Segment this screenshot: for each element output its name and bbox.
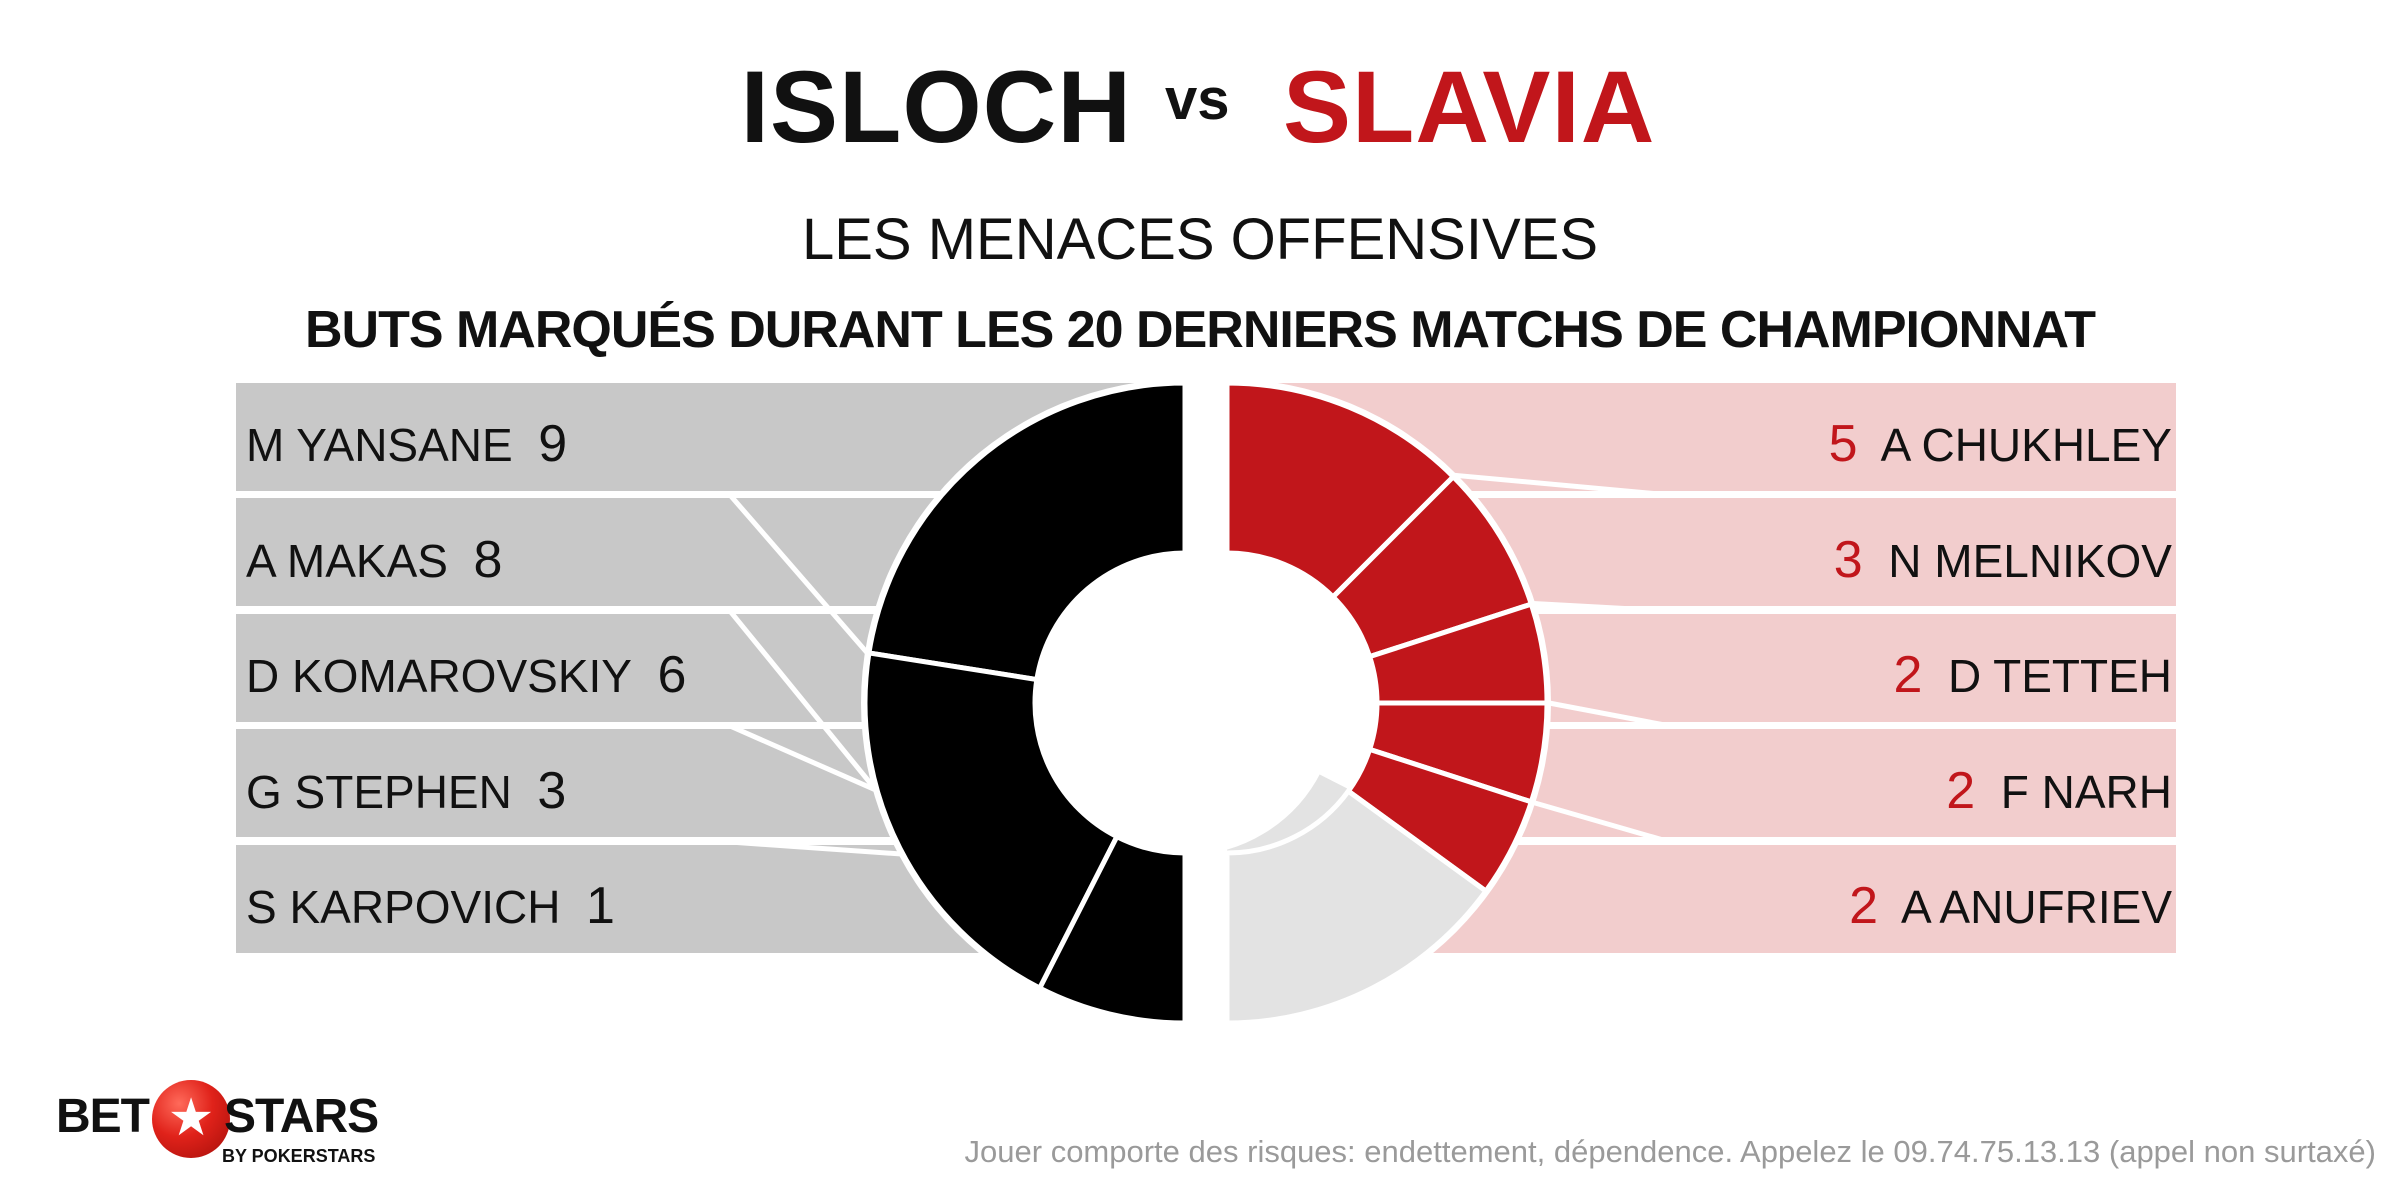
away-team-name: SLAVIA [1283, 50, 1656, 164]
home-team-name: ISLOCH [740, 50, 1132, 164]
logo-stars-text: STARS [224, 1090, 379, 1143]
player-name: N MELNIKOV [1888, 535, 2172, 587]
goal-count: 6 [657, 646, 687, 704]
home-player-label: G STEPHEN 3 [246, 761, 566, 822]
gambling-disclaimer: Jouer comporte des risques: endettement,… [964, 1134, 2376, 1169]
goal-count: 5 [1828, 415, 1858, 473]
home-player-label: M YANSANE 9 [246, 414, 567, 475]
player-name: D TETTEH [1947, 650, 2172, 702]
goal-count: 8 [473, 531, 503, 589]
home-player-label: D KOMAROVSKIY 6 [246, 645, 686, 706]
goal-count: 2 [1893, 646, 1923, 704]
away-player-label: 3 N MELNIKOV [1834, 530, 2172, 591]
player-name: F NARH [2000, 766, 2172, 818]
away-player-label: 2 F NARH [1946, 761, 2172, 822]
logo-bet-text: BET [56, 1090, 150, 1143]
goal-count: 3 [1833, 531, 1863, 589]
away-player-label: 2 D TETTEH [1893, 645, 2172, 706]
player-name: A MAKAS [246, 535, 448, 587]
chart-title: LES MENACES OFFENSIVES [801, 207, 1599, 272]
star-icon: ★ [167, 1089, 215, 1147]
player-name: A CHUKHLEY [1880, 419, 2172, 471]
home-player-label: S KARPOVICH 1 [246, 876, 615, 937]
goal-count: 2 [1946, 762, 1976, 820]
donut-slice [862, 650, 1121, 992]
logo-byline: BY POKERSTARS [222, 1146, 376, 1166]
goal-count: 1 [585, 877, 615, 935]
connector-line [236, 492, 869, 655]
goal-count: 2 [1849, 877, 1878, 935]
player-name: G STEPHEN [246, 766, 512, 818]
donut-remainder [1224, 787, 1490, 1026]
match-title: ISLOCH vs SLAVIA [0, 52, 2400, 162]
away-player-label: 5 A CHUKHLEY [1829, 414, 2172, 475]
away-player-label: 2 A ANUFRIEV [1849, 876, 2172, 937]
player-name: A ANUFRIEV [1901, 881, 2172, 933]
donut-slice [1224, 380, 1457, 601]
versus-label: vs [1165, 67, 1230, 132]
player-name: D KOMAROVSKIY [246, 650, 632, 702]
logo-star-ball-icon: ★ [152, 1080, 230, 1158]
player-name: S KARPOVICH [246, 881, 561, 933]
goal-count: 9 [538, 415, 568, 473]
chart-subtitle: BUTS MARQUÉS DURANT LES 20 DERNIERS MATC… [304, 301, 2096, 359]
donut-gap [1185, 373, 1227, 1033]
goal-count: 3 [537, 762, 567, 820]
player-name: M YANSANE [246, 419, 513, 471]
home-player-label: A MAKAS 8 [246, 530, 502, 591]
donut-slice [866, 380, 1188, 683]
